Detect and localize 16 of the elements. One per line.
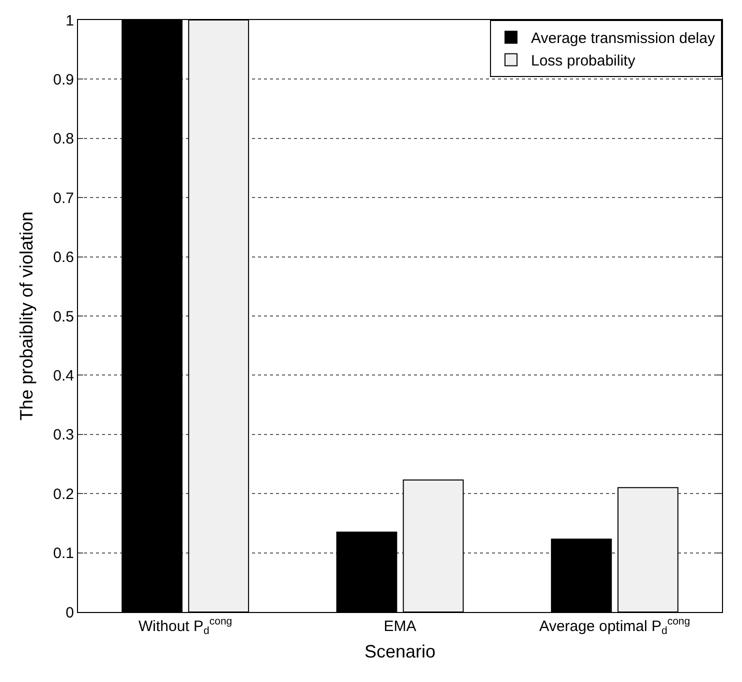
y-tick-label: 1 [66, 12, 74, 30]
y-tick-label: 0.2 [53, 486, 74, 503]
y-tick-label: 0.1 [53, 545, 74, 562]
legend-label: Loss probability [531, 52, 636, 70]
y-tick-label: 0.7 [53, 190, 74, 207]
y-tick-label: 0.5 [53, 308, 74, 326]
x-tick-label: EMA [384, 618, 416, 635]
y-tick-label: 0.4 [53, 367, 74, 384]
y-tick-label: 0 [66, 604, 74, 622]
y-tick-label: 0.8 [53, 130, 74, 148]
legend-label: Average transmission delay [531, 30, 716, 48]
y-tick-label: 0.3 [53, 426, 74, 444]
x-axis-title: Scenario [364, 641, 436, 662]
y-tick-label: 0.9 [53, 71, 74, 88]
y-tick-label: 0.6 [53, 249, 74, 266]
y-axis-title: The probaiblity of violation [16, 211, 36, 421]
